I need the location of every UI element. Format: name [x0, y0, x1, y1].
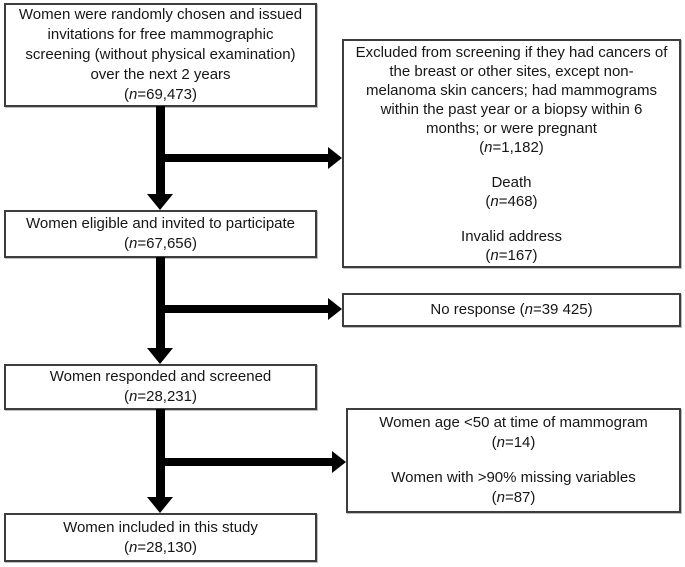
- box-text-line: invitations for free mammographic: [47, 26, 274, 43]
- box-age-missing-exclusions: Women age <50 at time of mammogram (n=14…: [346, 408, 681, 513]
- sample-size: (n=167): [485, 246, 538, 264]
- arrow-down-1: [156, 106, 165, 195]
- exclusion-segment: Excluded from screening if they had canc…: [356, 43, 668, 157]
- box-text-line: No response (n=39 425): [430, 301, 593, 318]
- arrowhead-down-2-icon: [147, 348, 173, 364]
- box-text-line: over the next 2 years: [90, 66, 231, 83]
- sample-size: (n=1,182): [479, 138, 544, 156]
- exclusion-segment: Women age <50 at time of mammogram (n=14…: [379, 413, 648, 453]
- arrow-down-2: [156, 257, 165, 349]
- box-text-line: the breast or other sites, except non-: [389, 62, 634, 80]
- arrow-right-2: [156, 305, 328, 313]
- exclusion-segment: Women with >90% missing variables (n=87): [391, 468, 635, 508]
- exclusion-segment: Death (n=468): [485, 173, 537, 211]
- box-text-line: melanoma skin cancers; had mammograms: [366, 81, 657, 99]
- box-responded-screened: Women responded and screened (n=28,231): [4, 364, 317, 410]
- box-text-line: Women age <50 at time of mammogram: [379, 414, 648, 431]
- sample-size: (n=87): [491, 489, 536, 506]
- box-text-line: Death: [491, 173, 532, 191]
- arrowhead-right-3-icon: [332, 451, 346, 473]
- box-included-study: Women included in this study (n=28,130): [4, 513, 317, 562]
- sample-size: (n=69,473): [124, 86, 197, 103]
- sample-size: (n=468): [485, 192, 538, 210]
- sample-size: (n=28,130): [124, 538, 197, 556]
- sample-size: (n=28,231): [124, 388, 197, 405]
- box-excluded-reasons: Excluded from screening if they had canc…: [342, 39, 681, 268]
- box-text-line: Women with >90% missing variables: [391, 469, 636, 486]
- sample-size: (n=67,656): [124, 235, 197, 252]
- box-text-line: Women responded and screened: [49, 368, 272, 385]
- box-text-line: months; or were pregnant: [426, 119, 597, 137]
- sample-size: (n=14): [491, 434, 536, 451]
- arrowhead-right-2-icon: [328, 298, 342, 320]
- box-text-line: within the past year or a biopsy within …: [380, 100, 643, 118]
- arrowhead-right-1-icon: [328, 147, 342, 169]
- arrowhead-down-1-icon: [147, 194, 173, 210]
- arrow-right-1: [156, 154, 328, 162]
- box-text-line: Invalid address: [461, 227, 562, 245]
- arrow-down-3: [156, 409, 165, 498]
- box-invited-population: Women were randomly chosen and issued in…: [4, 3, 317, 107]
- box-text-line: Women were randomly chosen and issued: [18, 6, 303, 23]
- box-eligible-invited: Women eligible and invited to participat…: [4, 210, 317, 258]
- arrowhead-down-3-icon: [147, 497, 173, 513]
- box-text-line: Women eligible and invited to participat…: [25, 215, 296, 232]
- box-text-line: Women included in this study: [63, 518, 258, 536]
- box-text-line: Excluded from screening if they had canc…: [355, 43, 668, 61]
- box-no-response: No response (n=39 425): [342, 293, 681, 327]
- box-text-line: screening (without physical examination): [25, 46, 296, 63]
- arrow-right-3: [156, 458, 332, 466]
- exclusion-segment: Invalid address (n=167): [461, 227, 562, 265]
